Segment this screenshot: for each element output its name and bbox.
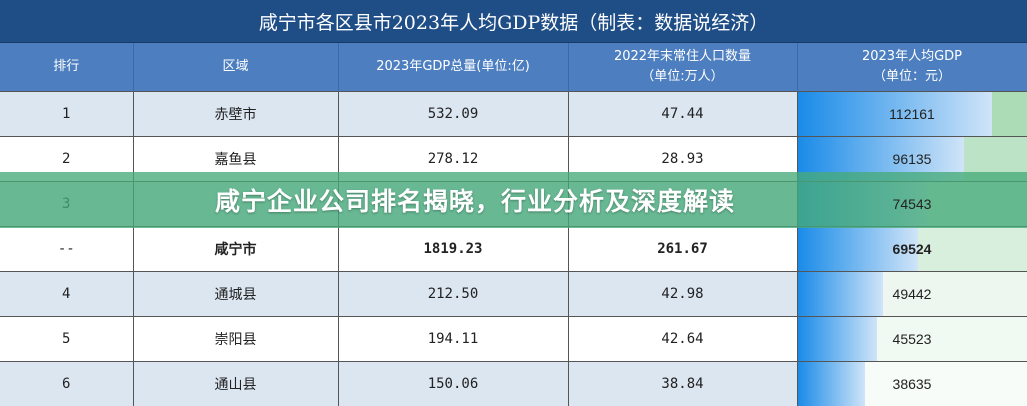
per-capita-value: 69524 [893,241,932,257]
cell-pop: 47.44 [568,92,797,137]
cell-gdp: 532.09 [338,92,568,137]
per-capita-value: 38635 [893,376,932,392]
cell-region: 崇阳县 [133,317,338,362]
header-gdp: 2023年GDP总量(单位:亿) [338,43,568,92]
cell-per-capita: 45523 [797,317,1027,362]
data-bar [798,362,865,406]
cell-pop: 261.67 [568,227,797,272]
header-region: 区域 [133,43,338,92]
per-capita-value: 112161 [889,106,935,122]
header-rank: 排行 [0,43,133,92]
cell-rank: 6 [0,362,133,406]
cell-pop: 38.84 [568,362,797,406]
cell-gdp: 150.06 [338,362,568,406]
header-per-capita: 2023年人均GDP （单位：元） [797,43,1027,92]
cell-region: 通山县 [133,362,338,406]
cell-gdp: 212.50 [338,272,568,317]
data-bar [798,317,877,361]
cell-rank: 5 [0,317,133,362]
cell-per-capita: 49442 [797,272,1027,317]
data-bar [798,272,884,316]
cell-gdp: 1819.23 [338,227,568,272]
cell-per-capita: 69524 [797,227,1027,272]
cell-region: 通城县 [133,272,338,317]
cell-rank: 4 [0,272,133,317]
cell-gdp: 194.11 [338,317,568,362]
table-title: 咸宁市各区县市2023年人均GDP数据（制表：数据说经济） [0,0,1027,43]
overlay-banner: 咸宁企业公司排名揭晓，行业分析及深度解读 [0,172,1027,228]
per-capita-value: 96135 [893,151,932,167]
cell-rank: -- [0,227,133,272]
per-capita-value: 45523 [893,331,932,347]
cell-region: 赤壁市 [133,92,338,137]
per-capita-value: 49442 [893,286,932,302]
cell-region: 咸宁市 [133,227,338,272]
cell-rank: 1 [0,92,133,137]
per-capita-value: 74543 [893,196,932,212]
cell-per-capita: 38635 [797,362,1027,406]
cell-pop: 42.98 [568,272,797,317]
cell-per-capita: 112161 [797,92,1027,137]
cell-pop: 42.64 [568,317,797,362]
header-population: 2022年末常住人口数量 （单位:万人） [568,43,797,92]
